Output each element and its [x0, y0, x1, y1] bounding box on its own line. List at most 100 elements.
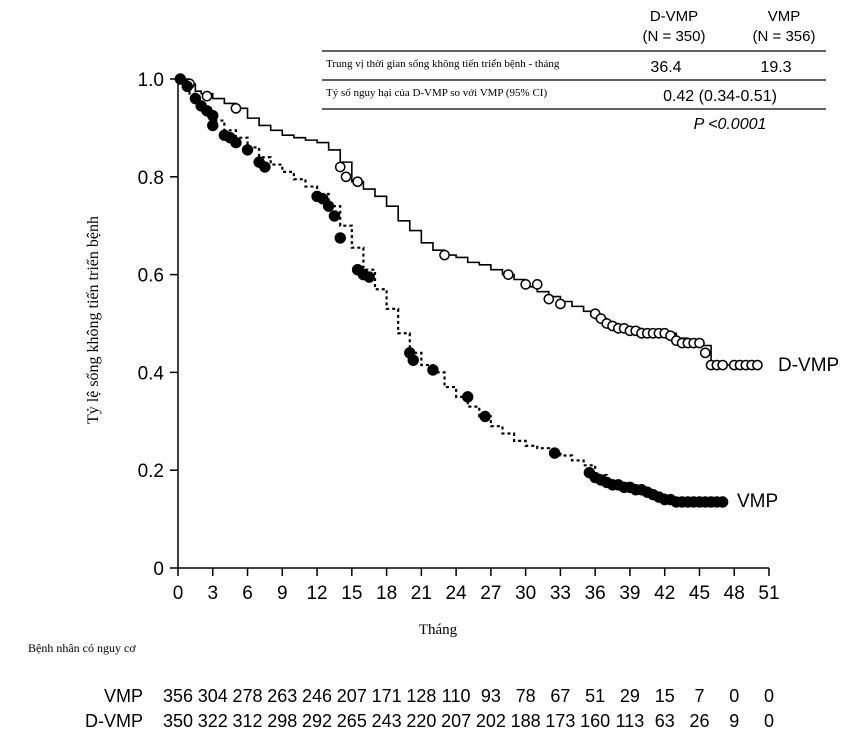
at-risk-value-vmp: 246	[302, 686, 332, 706]
series-label-vmp: VMP	[737, 491, 778, 512]
at-risk-value-d-vmp: 63	[655, 711, 675, 731]
at-risk-value-vmp: 15	[655, 686, 675, 706]
vmp-censor-point	[334, 232, 346, 244]
vmp-censor-point	[207, 109, 219, 122]
dvmp-censor-point	[352, 176, 363, 188]
at-risk-value-d-vmp: 312	[233, 711, 263, 731]
vmp-censor-point	[716, 496, 729, 508]
at-risk-value-d-vmp: 292	[302, 711, 332, 731]
col-header-dvmp: D-VMP	[650, 8, 698, 25]
at-risk-value-d-vmp: 160	[580, 711, 610, 731]
col-header-vmp-n: (N = 356)	[753, 28, 816, 45]
curves	[174, 73, 763, 508]
dvmp-censor-point	[334, 161, 346, 173]
col-header-vmp: VMP	[768, 8, 801, 25]
at-risk-value-vmp: 51	[585, 686, 605, 706]
summary-table: D-VMP (N = 350) VMP (N = 356) Trung vị t…	[322, 8, 826, 133]
vmp-censor-point	[479, 410, 491, 423]
x-tick-label: 15	[341, 583, 362, 604]
at-risk-value-vmp: 263	[267, 686, 297, 706]
at-risk-value-d-vmp: 265	[337, 711, 367, 731]
vmp-censor-point	[181, 80, 193, 93]
at-risk-value-d-vmp: 243	[372, 711, 402, 731]
y-tick-label: 0.4	[138, 363, 165, 384]
dvmp-censor-point	[531, 279, 543, 290]
vmp-censor-point	[462, 391, 474, 403]
x-tick-label: 42	[654, 583, 675, 604]
x-tick-label: 45	[689, 583, 710, 604]
x-tick-label: 48	[724, 583, 745, 604]
at-risk-value-d-vmp: 220	[406, 711, 436, 731]
vmp-censor-point	[322, 200, 335, 212]
row-label-median: Trung vị thời gian sống không tiến triển…	[326, 58, 560, 70]
at-risk-value-d-vmp: 0	[764, 711, 774, 731]
x-tick-label: 39	[619, 583, 640, 604]
y-tick-label: 1.0	[138, 70, 164, 91]
y-ticks: 0 0.2 0.4 0.6 0.8 1.0	[138, 70, 178, 580]
vmp-censor-point	[548, 447, 561, 459]
dvmp-censor-point	[520, 279, 531, 290]
vmp-curve	[178, 77, 723, 504]
y-tick-label: 0.8	[138, 168, 164, 189]
y-axis-label: Tỷ lệ sống không tiến triển bệnh	[85, 216, 102, 424]
dvmp-censor-point	[201, 90, 213, 102]
hazard-ratio: 0.42 (0.34-0.51)	[663, 88, 777, 105]
vmp-censor-point	[230, 136, 242, 149]
vmp-censor-point	[174, 73, 187, 85]
dvmp-censor-point	[543, 293, 555, 305]
at-risk-value-vmp: 7	[694, 686, 704, 706]
vmp-censor-point	[427, 364, 439, 376]
at-risk-value-vmp: 29	[620, 686, 640, 706]
series-label-dvmp: D-VMP	[778, 355, 839, 376]
at-risk-value-vmp: 67	[550, 686, 570, 706]
dvmp-censor-point	[752, 359, 763, 371]
at-risk-value-vmp: 0	[764, 686, 774, 706]
at-risk-value-d-vmp: 298	[267, 711, 297, 731]
at-risk-value-vmp: 93	[481, 686, 501, 706]
median-vmp: 19.3	[760, 59, 791, 76]
x-tick-label: 33	[550, 583, 571, 604]
vmp-censor-point	[189, 92, 202, 105]
at-risk-value-d-vmp: 173	[545, 711, 575, 731]
at-risk-value-d-vmp: 26	[689, 711, 709, 731]
row-label-hr: Tỷ số nguy hại của D-VMP so với VMP (95%…	[326, 87, 547, 99]
at-risk-value-vmp: 356	[163, 686, 193, 706]
dvmp-censor-point	[230, 102, 242, 114]
x-tick-label: 21	[411, 583, 432, 604]
at-risk-value-vmp: 207	[337, 686, 367, 706]
median-dvmp: 36.4	[650, 59, 681, 76]
at-risk-value-d-vmp: 9	[729, 711, 739, 731]
at-risk-value-vmp: 304	[198, 686, 228, 706]
at-risk-value-d-vmp: 188	[511, 711, 541, 731]
at-risk-value-d-vmp: 113	[616, 711, 645, 731]
at-risk-value-vmp: 128	[406, 686, 436, 706]
dvmp-censor-point	[555, 298, 566, 310]
vmp-censor-point	[407, 354, 419, 366]
x-axis-label: Tháng	[419, 622, 458, 638]
at-risk-title: Bệnh nhân có nguy cơ	[28, 641, 136, 655]
vmp-censor-point	[207, 119, 219, 132]
p-value: P <0.0001	[694, 116, 767, 133]
at-risk-value-vmp: 0	[729, 686, 739, 706]
at-risk-value-vmp: 278	[233, 686, 263, 706]
at-risk-values: 356 304 278 263 246 207 171 128 110 93 78 67 51 29 15 7…	[163, 686, 774, 731]
x-tick-label: 36	[585, 583, 606, 604]
at-risk-value-d-vmp: 207	[441, 711, 471, 731]
x-tick-label: 30	[515, 583, 536, 604]
axes: 00.20.40.60.81.0 0 3 6 9 12 15 18 21 24 27 30 33 36 3…	[85, 70, 780, 638]
at-risk-value-d-vmp: 350	[163, 711, 193, 731]
at-risk-value-vmp: 110	[442, 686, 471, 706]
x-tick-label: 12	[306, 583, 327, 604]
dvmp-censor-point	[694, 337, 705, 349]
vmp-censor-point	[363, 271, 375, 283]
x-tick-label: 9	[277, 583, 288, 604]
x-tick-label: 3	[207, 583, 218, 604]
y-tick-label: 0	[153, 559, 164, 580]
vmp-censor-point	[317, 193, 329, 205]
dvmp-censor-point	[502, 269, 514, 280]
x-tick-label: 24	[446, 583, 468, 604]
vmp-censor-point	[328, 210, 341, 222]
dvmp-censor-point	[699, 347, 711, 359]
x-tick-label: 0	[173, 583, 184, 604]
